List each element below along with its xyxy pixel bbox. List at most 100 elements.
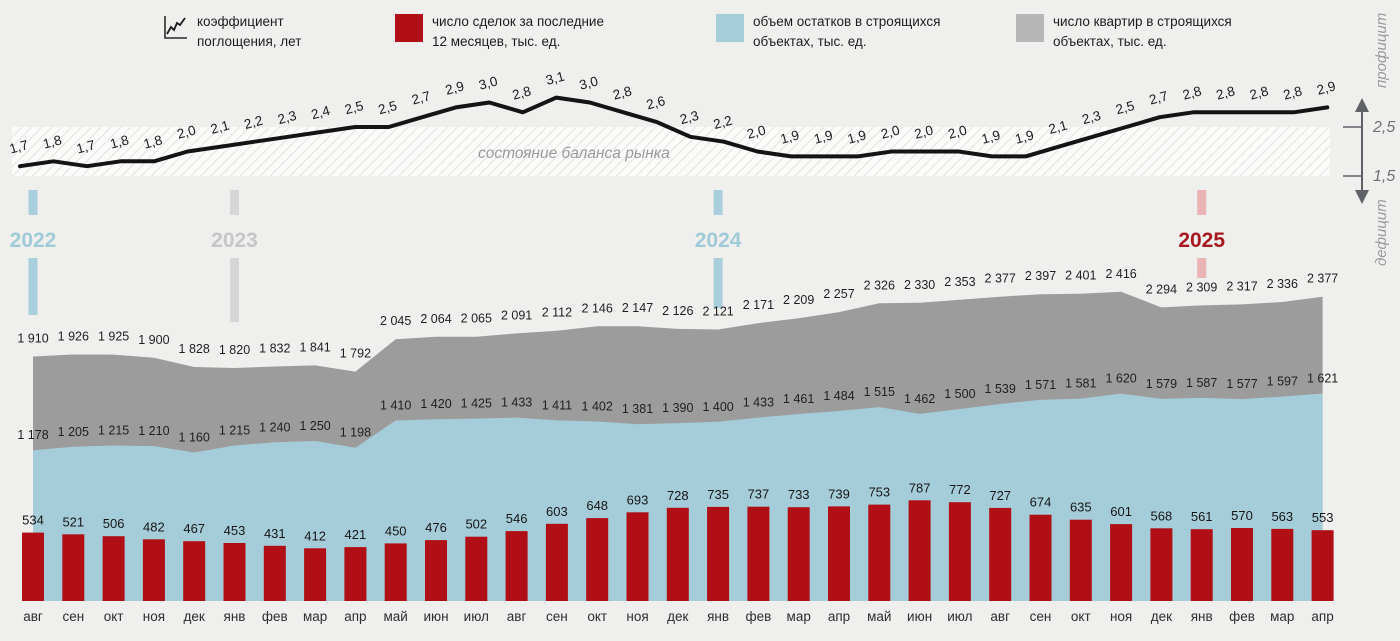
absorption-value-label: 1,9 [779, 127, 801, 146]
remainders-value-label: 1 215 [98, 423, 129, 437]
deals-bar [102, 536, 125, 601]
deals-value-label: 453 [224, 523, 246, 538]
absorption-value-label: 2,3 [678, 108, 700, 127]
remainders-value-label: 1 390 [662, 401, 693, 415]
absorption-value-label: 2,0 [913, 122, 935, 141]
absorption-value-label: 2,7 [410, 88, 432, 107]
month-label: май [384, 609, 408, 624]
legend-label: число сделок за последние 12 месяцев, тыс… [432, 14, 604, 50]
month-label: дек [184, 609, 205, 624]
month-label: авг [507, 609, 527, 624]
remainders-value-label: 1 420 [420, 397, 451, 411]
deals-bar [1271, 528, 1294, 601]
month-label: ноя [626, 609, 648, 624]
deals-color-swatch [395, 14, 423, 42]
remainders-value-label: 1 484 [823, 389, 854, 403]
deals-bar [626, 512, 649, 601]
month-label: авг [23, 609, 43, 624]
deals-bar [787, 507, 810, 601]
absorption-value-label: 2,8 [1282, 83, 1304, 102]
absorption-value-label: 1,7 [75, 137, 97, 156]
deals-bar [948, 502, 971, 601]
deals-value-label: 727 [989, 488, 1011, 503]
deals-value-label: 561 [1191, 509, 1213, 524]
apartments-value-label: 1 792 [340, 347, 371, 361]
remainders-value-label: 1 462 [904, 392, 935, 406]
deals-bar [62, 534, 85, 601]
apartments-value-label: 2 257 [823, 287, 854, 301]
month-label: июн [907, 609, 932, 624]
absorption-value-label: 2,7 [1148, 88, 1170, 107]
month-label: янв [707, 609, 729, 624]
month-label: апр [828, 609, 850, 624]
absorption-value-label: 2,2 [712, 113, 734, 132]
absorption-value-label: 2,8 [1215, 83, 1237, 102]
apartments-value-label: 2 045 [380, 314, 411, 328]
month-label: сен [1030, 609, 1052, 624]
apartments-value-label: 2 336 [1267, 277, 1298, 291]
apartments-value-label: 2 121 [702, 305, 733, 319]
apartments-value-label: 1 832 [259, 342, 290, 356]
balance-band [12, 127, 1330, 176]
deals-bar [505, 531, 528, 601]
legend-label: число квартир в строящихся объектах, тыс.… [1053, 14, 1232, 50]
deals-value-label: 601 [1110, 504, 1132, 519]
year-bottom-tick [1197, 258, 1207, 278]
absorption-value-label: 2,6 [645, 93, 667, 112]
absorption-value-label: 2,0 [946, 122, 968, 141]
deals-value-label: 482 [143, 519, 165, 534]
absorption-value-label: 1,9 [846, 127, 868, 146]
deals-bar [908, 500, 931, 601]
apartments-value-label: 1 925 [98, 330, 129, 344]
deals-value-label: 563 [1271, 509, 1293, 524]
apartments-value-label: 2 326 [864, 278, 895, 292]
absorption-value-label: 3,1 [544, 69, 566, 88]
month-label: окт [587, 609, 607, 624]
month-label: дек [667, 609, 688, 624]
deals-value-label: 733 [788, 487, 810, 502]
absorption-value-label: 1,7 [8, 137, 30, 156]
absorption-value-label: 1,9 [812, 127, 834, 146]
apartments-value-label: 2 377 [985, 272, 1016, 286]
absorption-line [18, 95, 1330, 169]
deals-bar [868, 504, 891, 601]
balance-band-label: состояние баланса рынка [478, 145, 670, 162]
remainders-value-label: 1 425 [461, 397, 492, 411]
month-label: июл [464, 609, 489, 624]
apartments-value-label: 2 397 [1025, 269, 1056, 283]
year-label: 2024 [695, 229, 742, 252]
deficit-axis-label: дефицит [1373, 199, 1390, 266]
remainders-value-label: 1 433 [743, 396, 774, 410]
apartments-value-label: 2 416 [1105, 267, 1136, 281]
remainders-value-label: 1 597 [1267, 375, 1298, 389]
absorption-value-label: 3,0 [578, 73, 600, 92]
remainders-value-label: 1 621 [1307, 372, 1338, 386]
apartments-value-label: 2 353 [944, 275, 975, 289]
deals-bar [1311, 530, 1334, 601]
deals-value-label: 787 [909, 480, 931, 495]
upper-tick-label: 2,5 [1372, 119, 1395, 136]
legend-item-apartments: число квартир в строящихся объектах, тыс.… [1016, 12, 1232, 53]
legend-label: коэффициент поглощения, лет [197, 14, 302, 50]
remainders-value-label: 1 210 [138, 424, 169, 438]
apartments-value-label: 2 209 [783, 293, 814, 307]
year-top-tick [713, 190, 723, 215]
apartments-value-label: 2 147 [622, 301, 653, 315]
deals-bar [1231, 528, 1253, 601]
arrow-down-icon [1355, 190, 1369, 204]
deals-value-label: 421 [345, 527, 367, 542]
apartments-value-label: 1 828 [179, 342, 210, 356]
deals-value-label: 603 [546, 504, 568, 519]
arrow-up-icon [1355, 98, 1369, 112]
month-label: июл [947, 609, 972, 624]
apartments-value-label: 1 841 [299, 340, 330, 354]
legend-item-absorption: коэффициент поглощения, лет [158, 12, 301, 53]
apartments-value-label: 2 401 [1065, 269, 1096, 283]
deals-value-label: 546 [506, 511, 528, 526]
deals-value-label: 772 [949, 482, 971, 497]
remainders-value-label: 1 577 [1226, 377, 1257, 391]
remainders-value-label: 1 205 [58, 425, 89, 439]
year-top-tick [1197, 190, 1207, 215]
absorption-value-label: 2,0 [745, 122, 767, 141]
